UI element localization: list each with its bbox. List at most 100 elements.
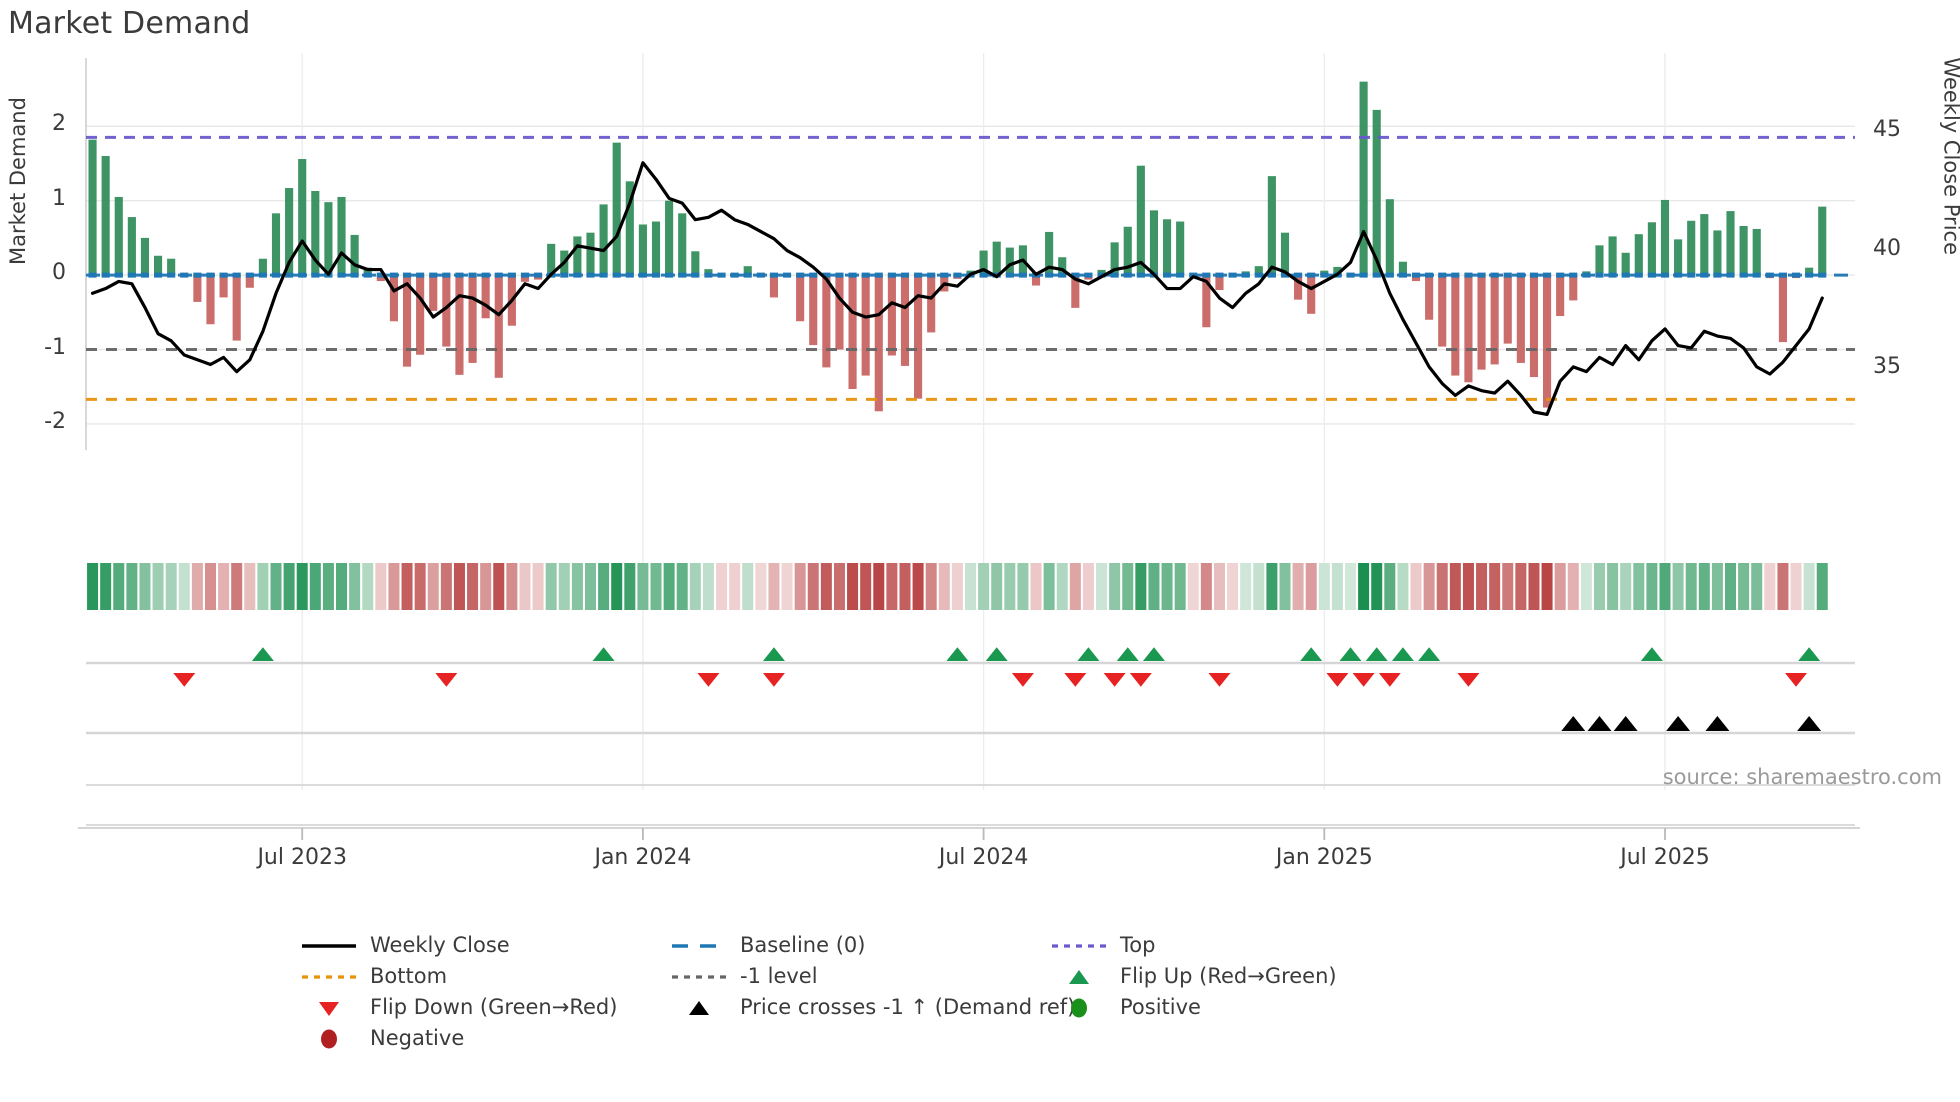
heat-strip-cell — [375, 563, 387, 610]
dotted-line-icon — [1050, 935, 1108, 957]
price-cross-marker — [1666, 716, 1691, 731]
heat-strip-cell — [519, 563, 531, 610]
demand-bar — [101, 156, 110, 276]
legend-item[interactable]: Top — [1050, 935, 1450, 957]
demand-bar — [1543, 275, 1552, 408]
heat-strip-cell — [1082, 563, 1094, 610]
baseline-stub — [809, 272, 818, 278]
baseline-stub — [1045, 272, 1054, 278]
legend-item[interactable]: Price crosses -1 ↑ (Demand ref) — [670, 997, 1075, 1019]
baseline-stub — [769, 272, 778, 278]
heat-strip-cell — [309, 563, 321, 610]
baseline-stub — [1320, 272, 1329, 278]
heat-strip-cell — [1358, 563, 1370, 610]
demand-bar — [1005, 247, 1014, 276]
heat-strip-cell — [663, 563, 675, 610]
heat-strip-cell — [1423, 563, 1435, 610]
y-axis-right-tick: 45 — [1873, 116, 1901, 142]
demand-bar — [900, 275, 910, 366]
flip-up-marker — [985, 647, 1008, 661]
flip-up-marker — [1339, 647, 1362, 661]
heat-strip-cell — [1345, 563, 1357, 610]
demand-bar — [140, 237, 150, 276]
heat-strip-cell — [1567, 563, 1579, 610]
baseline-stub — [127, 272, 136, 278]
heat-strip-cell — [558, 563, 570, 610]
demand-bar — [389, 275, 398, 322]
demand-bar — [350, 234, 359, 276]
heat-strip-cell — [611, 563, 623, 610]
demand-bar — [154, 255, 163, 276]
flip-down-marker — [1208, 673, 1231, 687]
demand-bar — [573, 236, 582, 276]
chart-title: Market Demand — [8, 6, 251, 41]
heat-strip-cell — [1240, 563, 1252, 610]
heat-strip-cell — [414, 563, 426, 610]
legend-item[interactable]: Bottom — [300, 966, 670, 988]
baseline-stub — [625, 272, 634, 278]
baseline-stub — [1687, 272, 1696, 278]
demand-bar — [599, 204, 608, 276]
baseline-stub — [534, 272, 543, 278]
flip-up-marker — [1391, 647, 1414, 661]
baseline-stub — [1503, 272, 1512, 278]
heat-strip-cell — [139, 563, 151, 610]
demand-bar — [1752, 228, 1761, 276]
baseline-stub — [101, 272, 110, 278]
demand-bar — [1149, 210, 1159, 276]
flip-down-marker — [1064, 673, 1087, 687]
demand-bar — [1176, 221, 1185, 276]
flip-down-marker — [697, 673, 720, 687]
flip-up-marker — [592, 647, 615, 661]
demand-bar — [429, 275, 438, 311]
baseline-stub — [953, 272, 962, 278]
flip-down-marker — [1785, 673, 1808, 687]
demand-bar — [1713, 230, 1722, 276]
heat-strip-cell — [87, 563, 99, 610]
legend-item[interactable]: Positive — [1050, 997, 1450, 1019]
flip-up-marker — [1640, 647, 1663, 661]
demand-bar — [402, 275, 412, 367]
demand-bar — [1687, 220, 1696, 276]
solid-line-icon — [300, 935, 358, 957]
heat-strip-cell — [1580, 563, 1592, 610]
demand-bar — [258, 258, 267, 276]
legend-item[interactable]: Baseline (0) — [670, 935, 1050, 957]
demand-bar — [809, 275, 818, 346]
legend-item[interactable]: Flip Down (Green→Red) — [300, 997, 670, 1019]
baseline-stub — [1018, 272, 1027, 278]
heat-strip-cell — [755, 563, 767, 610]
y-axis-left-tick: -1 — [44, 334, 66, 360]
baseline-stub — [468, 272, 477, 278]
heat-strip-cell — [978, 563, 990, 610]
legend-label: -1 level — [740, 964, 818, 988]
heat-strip-cell — [1305, 563, 1317, 610]
flip-up-marker — [1142, 647, 1165, 661]
legend-item[interactable]: -1 level — [670, 966, 1050, 988]
heat-strip-cell — [1725, 563, 1737, 610]
heat-strip-cell — [467, 563, 479, 610]
heat-strip-cell — [1200, 563, 1212, 610]
heat-strip-cell — [532, 563, 544, 610]
circle-icon — [300, 1028, 358, 1050]
legend-item[interactable]: Negative — [300, 1028, 670, 1050]
heat-strip-cell — [113, 563, 125, 610]
heat-strip-cell — [1593, 563, 1605, 610]
demand-bar — [887, 275, 896, 356]
legend-item[interactable]: Weekly Close — [300, 935, 670, 957]
heat-strip-cell — [100, 563, 112, 610]
heat-strip-cell — [1397, 563, 1409, 610]
demand-bar — [586, 232, 595, 276]
demand-bar — [494, 275, 503, 378]
flip-up-marker — [1116, 647, 1139, 661]
demand-bar — [848, 275, 857, 389]
demand-bar — [743, 266, 752, 276]
heat-strip-cell — [1436, 563, 1448, 610]
demand-bar — [1136, 165, 1145, 276]
demand-bar — [704, 269, 713, 276]
heat-strip-cell — [1161, 563, 1173, 610]
heat-strip-cell — [1607, 563, 1619, 610]
demand-bar — [992, 241, 1001, 276]
demand-bar — [481, 275, 490, 319]
legend-item[interactable]: Flip Up (Red→Green) — [1050, 966, 1450, 988]
